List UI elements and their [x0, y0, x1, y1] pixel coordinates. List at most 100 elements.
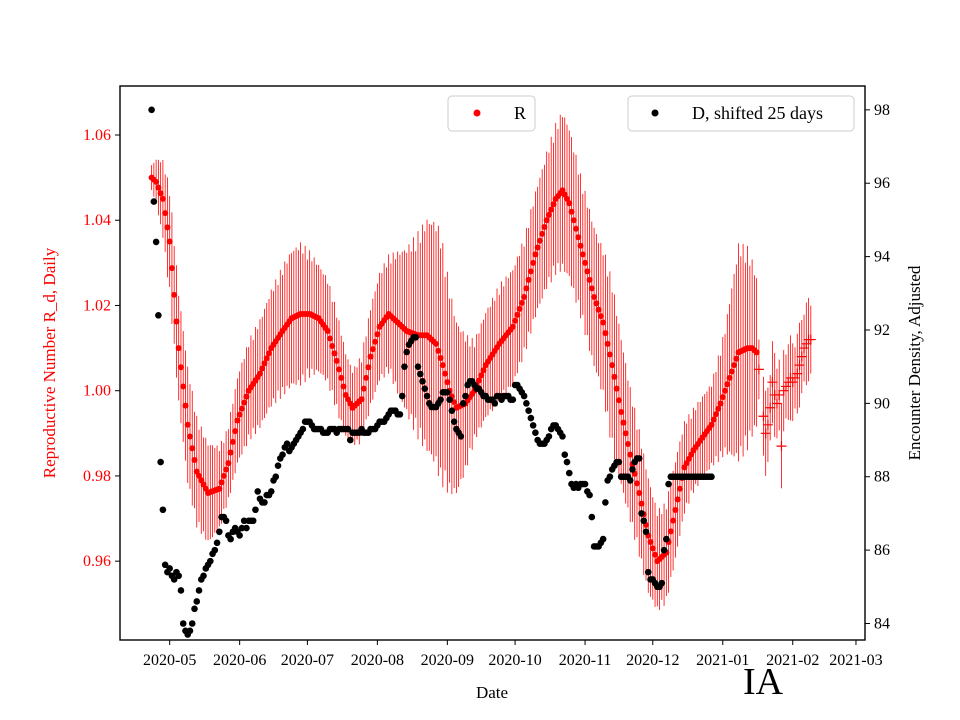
r-point — [575, 234, 582, 241]
d-point — [412, 334, 420, 341]
d-point — [457, 433, 465, 440]
d-point — [448, 407, 456, 414]
r-point — [532, 251, 539, 258]
r-plus-point — [787, 377, 798, 388]
r-point — [442, 370, 449, 377]
r-point — [229, 438, 236, 445]
r-point — [173, 318, 180, 325]
r-point — [155, 184, 162, 191]
d-point — [665, 480, 672, 488]
r-point — [439, 362, 446, 369]
r-point — [266, 350, 272, 357]
r-point — [374, 331, 381, 338]
d-point — [642, 528, 650, 536]
r-point — [324, 328, 331, 335]
corner-label: IA — [743, 661, 784, 703]
d-point — [509, 396, 517, 403]
r-point — [647, 538, 654, 545]
r-point — [338, 374, 345, 381]
r-point — [534, 244, 541, 251]
r-plus-point — [771, 398, 782, 409]
r-point — [523, 285, 530, 292]
d-point — [525, 407, 532, 414]
d-point — [161, 561, 169, 569]
r-point — [713, 411, 719, 418]
d-point — [529, 422, 537, 429]
d-point — [211, 546, 219, 554]
d-point — [236, 532, 243, 539]
d-point — [179, 620, 187, 627]
r-point — [191, 456, 198, 463]
d-point — [565, 469, 573, 477]
r-point — [180, 383, 187, 390]
d-point — [581, 480, 589, 488]
left-tick-label: 1.04 — [83, 212, 111, 229]
r-point — [340, 383, 347, 390]
r-point — [597, 313, 604, 320]
r-point — [670, 517, 677, 524]
r-point — [358, 396, 365, 403]
d-point — [615, 458, 623, 466]
d-point — [396, 411, 404, 418]
right-y-axis: 84 86 88 90 92 94 96 98 — [865, 102, 890, 632]
d-point — [200, 572, 207, 580]
r-point — [521, 293, 528, 300]
d-point — [177, 587, 185, 594]
d-point — [193, 598, 201, 605]
r-point — [256, 370, 263, 377]
d-point — [261, 499, 268, 506]
r-plus-point — [760, 428, 771, 439]
r-point — [536, 237, 543, 244]
r-point — [577, 242, 584, 249]
r-point — [611, 373, 618, 380]
r-point — [153, 178, 160, 185]
r-point — [166, 238, 173, 245]
r-point — [182, 402, 189, 409]
r-point — [509, 323, 516, 330]
r-point — [478, 372, 485, 379]
d-point — [599, 535, 607, 543]
d-point — [419, 378, 426, 385]
r-point — [232, 428, 239, 435]
r-point — [733, 355, 740, 362]
d-point — [638, 510, 645, 517]
r-point — [223, 466, 230, 473]
legend-r-label: R — [514, 103, 526, 123]
d-point — [563, 458, 571, 466]
d-point — [170, 576, 178, 583]
r-point — [582, 259, 589, 266]
r-point — [624, 440, 631, 447]
d-point — [602, 499, 609, 506]
r-plus-point — [778, 385, 789, 396]
d-point — [462, 392, 469, 400]
r-point — [168, 265, 175, 272]
r-point — [437, 355, 444, 362]
r-point — [722, 387, 729, 394]
d-point — [249, 517, 257, 525]
left-tick-label: 1.00 — [83, 383, 111, 400]
d-point — [660, 546, 668, 554]
r-point — [606, 351, 613, 358]
r-point — [588, 285, 595, 292]
right-tick-label: 86 — [874, 542, 890, 559]
r-plus-point — [794, 360, 805, 371]
r-point — [220, 472, 227, 479]
r-point — [636, 489, 643, 496]
r-point — [708, 421, 715, 428]
x-tick-label: 2020-11 — [559, 652, 612, 669]
right-tick-label: 84 — [874, 615, 890, 632]
r-point — [674, 496, 681, 503]
r-point — [227, 449, 234, 456]
r-point — [243, 393, 250, 400]
r-plus-point — [762, 419, 773, 430]
d-point — [416, 370, 424, 378]
r-point — [726, 374, 733, 381]
r-point — [600, 319, 607, 326]
x-tick-label: 2020-05 — [143, 652, 196, 669]
r-point — [638, 500, 645, 507]
r-point — [177, 364, 184, 371]
r-point — [238, 405, 245, 412]
r-point — [568, 208, 575, 215]
d-point — [561, 451, 569, 459]
r-point — [225, 460, 232, 467]
